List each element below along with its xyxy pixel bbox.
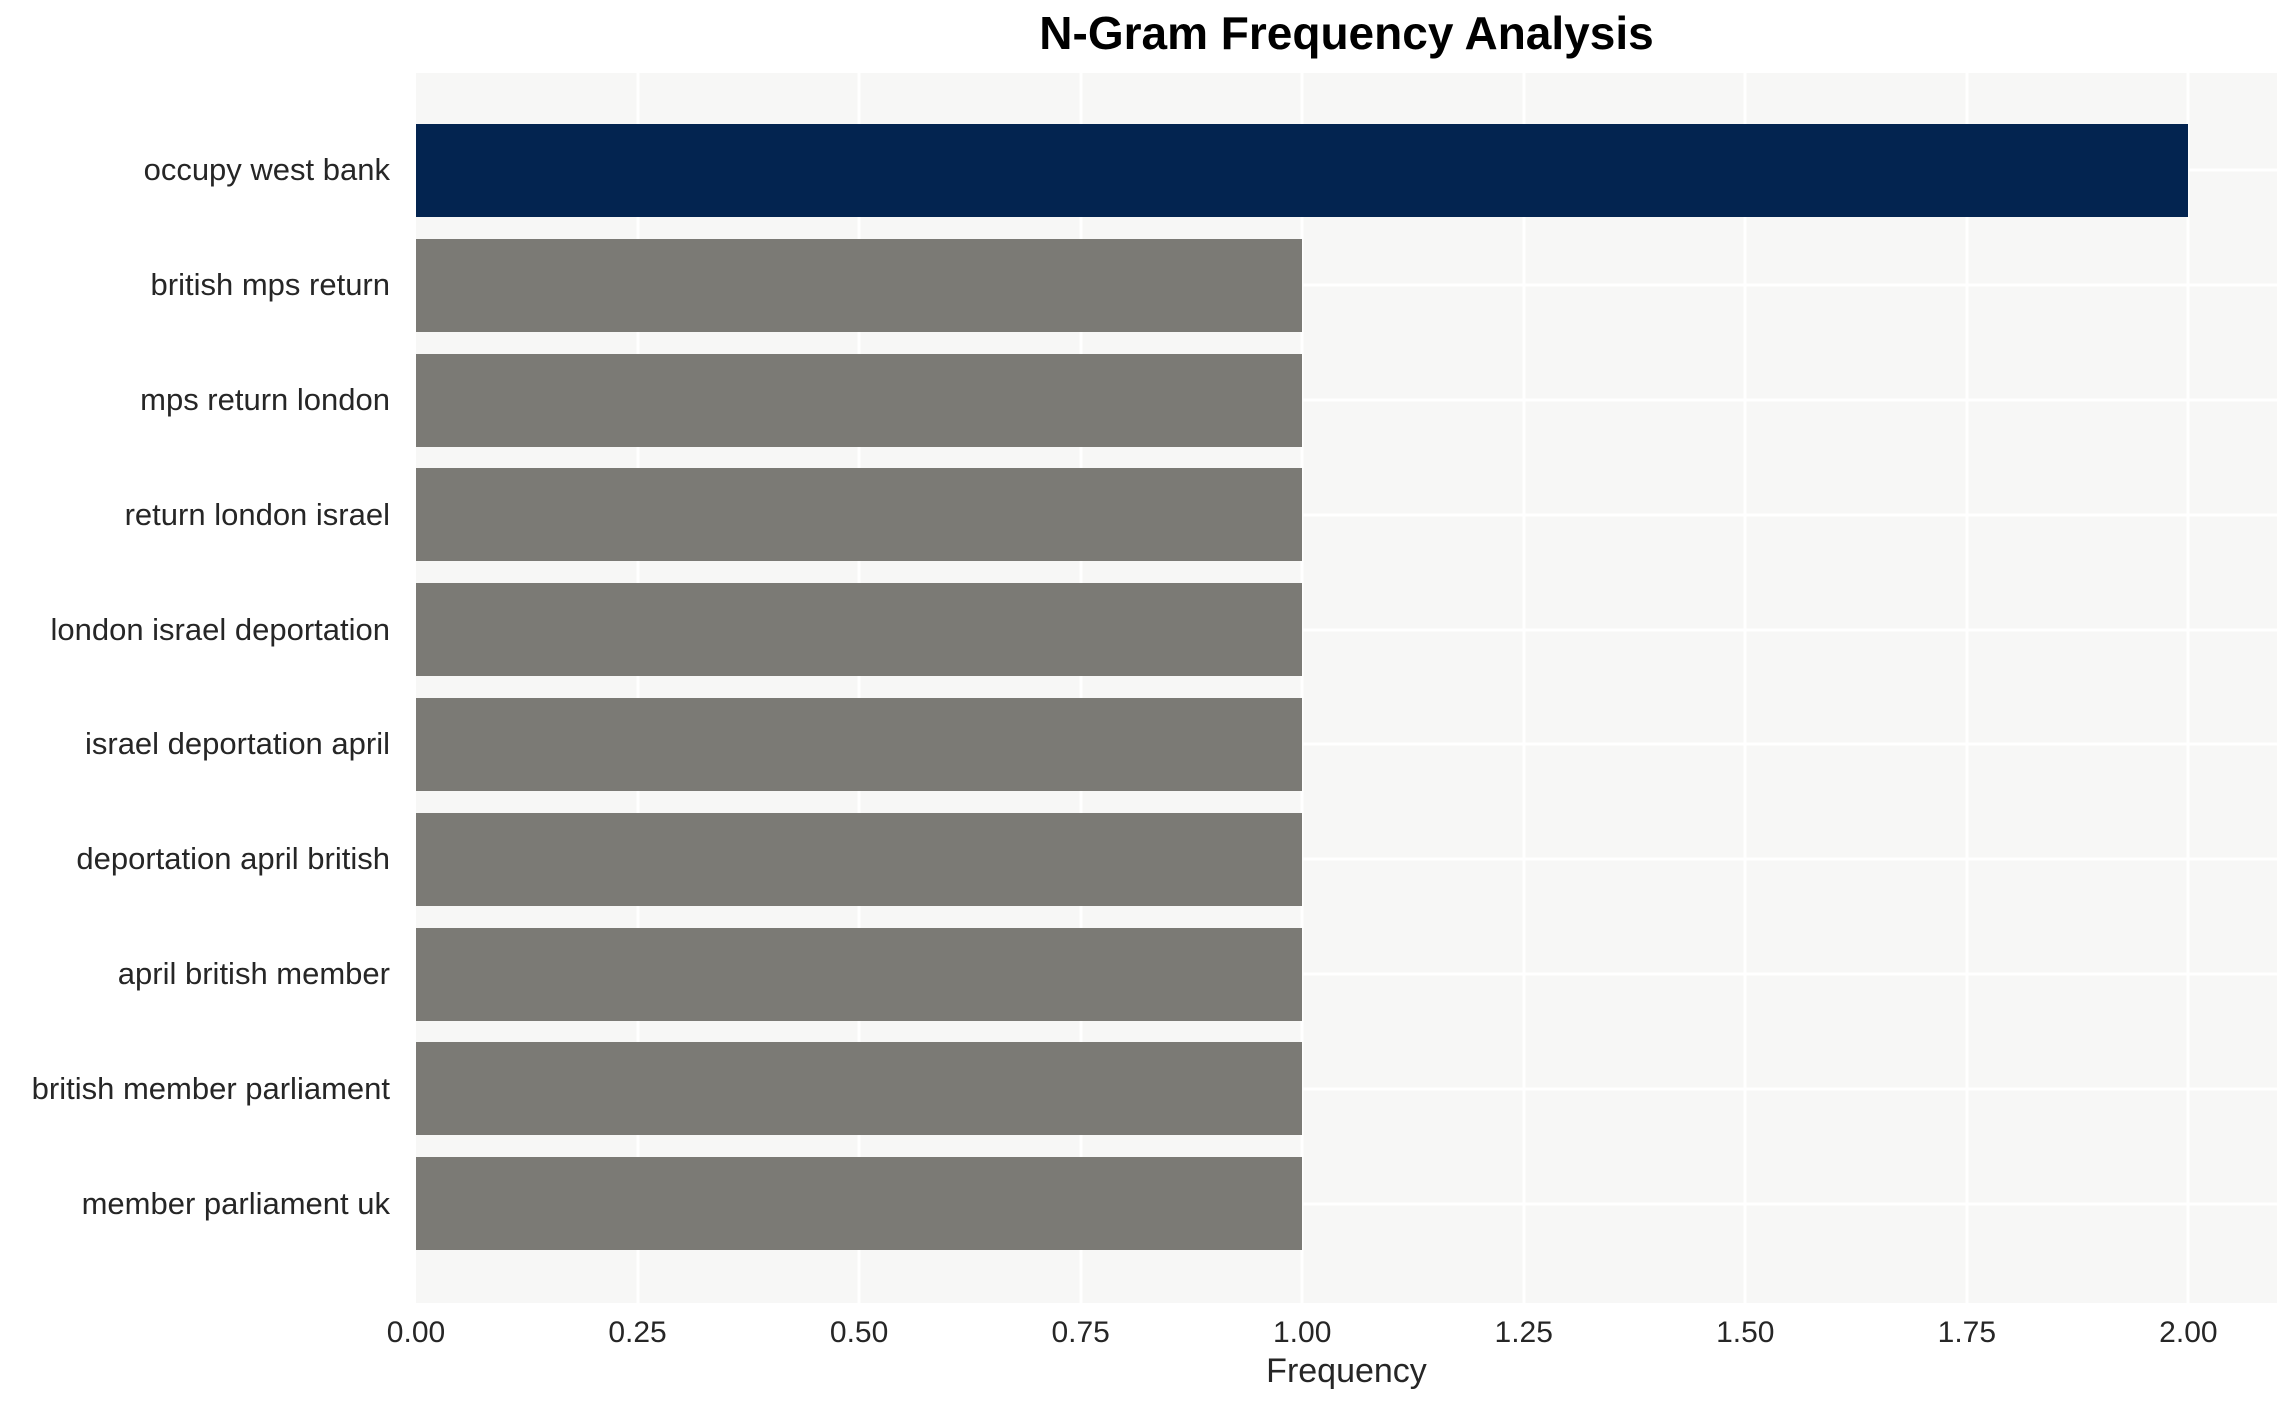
y-tick-label: deportation april british xyxy=(76,841,390,877)
x-tick-label: 1.50 xyxy=(1716,1316,1775,1349)
v-gridline xyxy=(1522,73,1526,1303)
y-axis-labels: occupy west bank british mps return mps re… xyxy=(0,73,403,1303)
y-tick-label: april british member xyxy=(117,956,390,991)
h-gridline xyxy=(416,1087,2277,1091)
x-tick-label: 1.25 xyxy=(1494,1316,1553,1349)
h-gridline xyxy=(416,1202,2277,1206)
v-gridline xyxy=(2186,73,2190,1303)
v-gridline xyxy=(1079,73,1083,1303)
x-tick-label: 1.00 xyxy=(1272,1316,1332,1349)
y-tick-label: return london israel xyxy=(124,496,390,532)
h-gridline xyxy=(416,513,2277,517)
bar-april-british-member xyxy=(416,927,1303,1021)
chart-title: N-Gram Frequency Analysis xyxy=(1039,7,1654,59)
x-tick-label: 0.25 xyxy=(608,1316,667,1349)
y-tick-label: occupy west bank xyxy=(143,152,390,188)
y-tick-label: member parliament uk xyxy=(81,1185,390,1221)
x-axis-label: Frequency xyxy=(1266,1352,1427,1390)
bar-member-parliament-uk xyxy=(416,1157,1303,1251)
h-gridline xyxy=(416,857,2277,861)
v-gridline xyxy=(857,73,861,1303)
bar-british-member-parliament xyxy=(416,1042,1303,1136)
bar-israel-deportation-april xyxy=(416,697,1303,791)
bar-deportation-april-british xyxy=(416,812,1303,906)
y-tick-label: london israel deportation xyxy=(50,611,390,647)
y-tick-label: british member parliament xyxy=(31,1070,390,1106)
h-gridline xyxy=(416,283,2277,287)
x-tick-label: 0.00 xyxy=(386,1316,446,1349)
v-gridline xyxy=(1300,73,1304,1303)
x-tick-label: 2.00 xyxy=(2159,1316,2218,1349)
h-gridline xyxy=(416,628,2277,632)
y-tick-label: mps return london xyxy=(140,382,390,417)
x-tick-label: 1.75 xyxy=(1937,1316,1997,1349)
h-gridline xyxy=(416,972,2277,976)
v-gridline xyxy=(636,73,640,1303)
v-gridline xyxy=(1743,73,1747,1303)
bar-london-israel-deportation xyxy=(416,583,1303,677)
v-gridline xyxy=(1965,73,1969,1303)
y-tick-label: british mps return xyxy=(150,267,390,303)
h-gridline xyxy=(416,742,2277,746)
h-gridline xyxy=(416,398,2277,402)
bar-occupy-west-bank xyxy=(416,123,2189,217)
y-tick-label: israel deportation april xyxy=(84,726,390,762)
bar-mps-return-london xyxy=(416,353,1303,447)
x-axis-ticks: 0.00 0.25 0.50 0.75 1.00 1.25 1.50 1.75 2.00 xyxy=(387,1316,2277,1356)
x-tick-label: 0.75 xyxy=(1051,1316,1110,1349)
x-tick-label: 0.50 xyxy=(829,1316,889,1349)
bar-british-mps-return xyxy=(416,238,1303,332)
plot-area xyxy=(416,73,2277,1303)
bar-return-london-israel xyxy=(416,468,1303,562)
